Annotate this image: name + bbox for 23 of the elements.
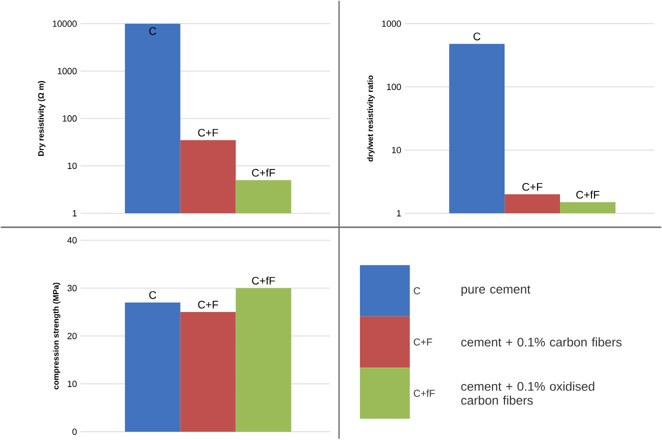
y-tick-label: 100 — [387, 84, 401, 90]
y-tick-label: 1000 — [382, 20, 401, 28]
category-label: C+F — [414, 338, 432, 346]
bar — [236, 288, 292, 432]
category-label: C — [414, 287, 420, 295]
text: cement + 0.1% carbon fibers — [461, 338, 622, 347]
text: cement + 0.1% oxidised carbon fibers — [461, 382, 594, 405]
y-tick-label: 1 — [72, 210, 77, 217]
y-tick-label: 10000 — [52, 20, 77, 28]
text: pure cement — [462, 286, 530, 296]
bar — [180, 312, 236, 432]
category-label: C+fF — [414, 390, 435, 398]
y-tick-label: 10 — [392, 147, 401, 154]
y-tick-label: 10 — [68, 380, 77, 388]
y-tick-label: 100 — [62, 116, 77, 122]
y-tick-label: 30 — [67, 285, 77, 292]
y-tick-label: 40 — [67, 237, 77, 244]
y-tick-label: 1 — [397, 210, 401, 217]
y-tick-label: 20 — [68, 333, 77, 340]
y-tick-label: 1000 — [58, 68, 77, 75]
y-tick-label: 0 — [72, 428, 77, 436]
bar — [124, 302, 180, 432]
y-tick-label: 10 — [68, 162, 77, 170]
